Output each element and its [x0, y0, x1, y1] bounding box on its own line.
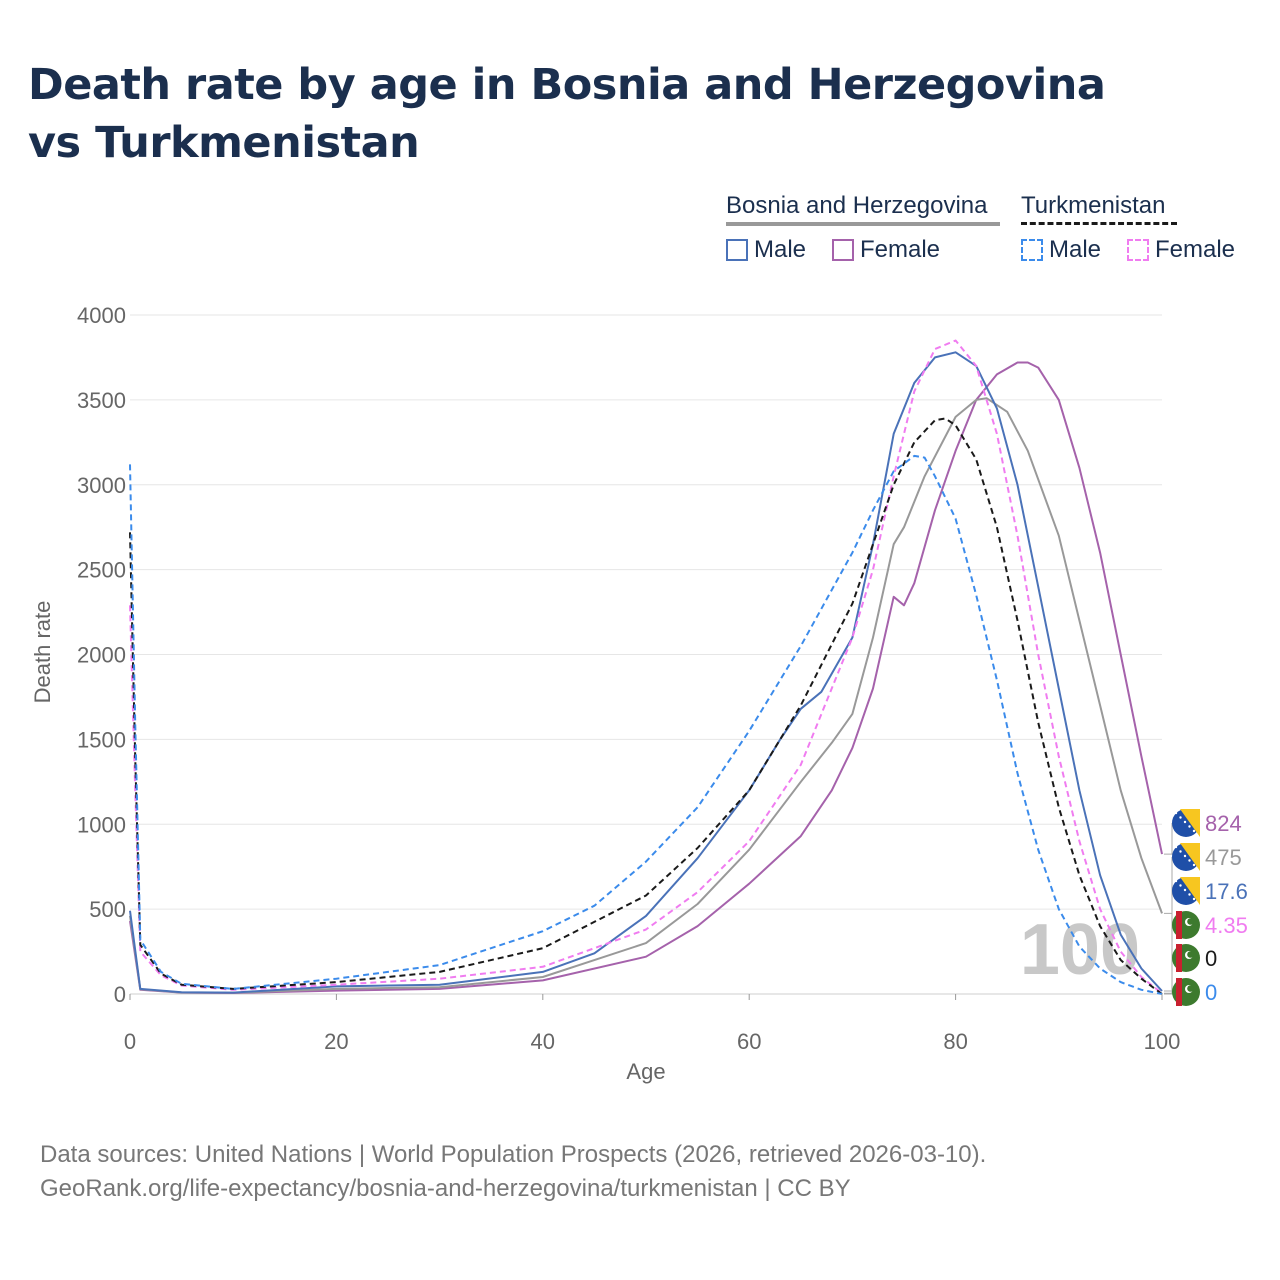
series-line-4 [129, 417, 1163, 995]
legend-swatch-bosnia-male [726, 239, 748, 261]
end-label-3: 4.35 [1205, 913, 1248, 938]
bosnia-flag-icon-0 [1172, 809, 1200, 837]
flag-star [1179, 884, 1182, 887]
end-connector-0 [1164, 823, 1173, 855]
legend-group-bosnia-underline [726, 222, 1000, 226]
legend-swatch-bosnia-female [832, 239, 854, 261]
flag-triangle [1180, 877, 1200, 905]
legend-swatch-turkmenistan-male [1021, 239, 1043, 261]
flag-star [1188, 893, 1191, 896]
axes: 0 500 1000 1500 2000 2500 3000 3500 4000 0 20 40 60 8… [77, 303, 1180, 1054]
flag-triangle [1180, 843, 1200, 871]
flag-star [1179, 816, 1182, 819]
flag-star [1188, 859, 1191, 862]
flag-carpet-band [1176, 911, 1182, 939]
flag-star [1179, 850, 1182, 853]
x-axis-title: Age [626, 1059, 665, 1084]
flag-star [1174, 845, 1178, 849]
end-label-1: 475 [1205, 845, 1242, 870]
bosnia-flag-icon-1 [1172, 843, 1200, 871]
y-tick-label-2500: 2500 [77, 558, 126, 583]
legend-item-bosnia-male[interactable]: Male [726, 236, 806, 264]
legend-label-turkmenistan-male: Male [1049, 236, 1102, 263]
y-tick-label-1500: 1500 [77, 727, 126, 752]
end-label-4: 0 [1205, 946, 1217, 971]
age-overlay-label: 100 [1020, 910, 1140, 990]
series-line-3 [129, 339, 1163, 995]
legend-item-bosnia-female[interactable]: Female [832, 236, 940, 264]
x-tick-label-60: 60 [737, 1029, 761, 1054]
x-tick-label-80: 80 [943, 1029, 967, 1054]
legend-group-bosnia-title: Bosnia and Herzegovina [726, 192, 988, 219]
series-line-2 [129, 351, 1163, 994]
footer: Data sources: United Nations | World Pop… [40, 1138, 986, 1206]
flag-carpet-band [1176, 978, 1182, 1006]
flag-carpet-band [1176, 944, 1182, 972]
flag-star [1174, 811, 1178, 815]
turkmenistan-flag-icon-4 [1172, 944, 1200, 972]
turkmenistan-flag-icon-5 [1172, 978, 1200, 1006]
flag-star [1174, 879, 1178, 883]
end-connector-4 [1164, 958, 1173, 995]
y-tick-label-500: 500 [89, 897, 126, 922]
flag-star [1183, 888, 1187, 892]
y-tick-label-3500: 3500 [77, 388, 126, 413]
end-label-5: 0 [1205, 980, 1217, 1005]
footer-source: Data sources: United Nations | World Pop… [40, 1141, 987, 1168]
y-axis-title: Death rate [30, 601, 55, 704]
y-tick-label-4000: 4000 [77, 303, 126, 328]
x-tick-label-20: 20 [324, 1029, 348, 1054]
y-tick-label-1000: 1000 [77, 812, 126, 837]
legend-item-turkmenistan-male[interactable]: Male [1021, 236, 1101, 264]
flag-crescent-cut [1187, 951, 1194, 958]
turkmenistan-flag-icon-3 [1172, 911, 1200, 939]
end-label-2: 17.6 [1205, 879, 1248, 904]
series-line-1 [129, 397, 1163, 994]
legend-group-turkmenistan-title: Turkmenistan [1021, 192, 1166, 219]
end-connector-5 [1164, 992, 1173, 995]
flag-star [1192, 897, 1196, 901]
y-tick-label-2000: 2000 [77, 643, 126, 668]
x-tick-label-40: 40 [531, 1029, 555, 1054]
bosnia-flag-icon-2 [1172, 877, 1200, 905]
flag-star [1192, 863, 1196, 867]
series-line-0 [129, 361, 1163, 994]
y-tick-label-0: 0 [114, 982, 126, 1007]
legend-group-turkmenistan-underline [1021, 222, 1177, 225]
end-labels: 824 475 17.6 4.35 0 0 [1164, 809, 1248, 1006]
series-line-5 [129, 454, 1163, 995]
legend-label-bosnia-male: Male [754, 236, 807, 263]
y-tick-label-3000: 3000 [77, 473, 126, 498]
x-tick-label-100: 100 [1144, 1029, 1181, 1054]
legend-swatch-turkmenistan-female [1127, 239, 1149, 261]
x-tick-label-0: 0 [124, 1029, 136, 1054]
flag-star [1188, 825, 1191, 828]
legend-item-turkmenistan-female[interactable]: Female [1127, 236, 1235, 264]
footer-url[interactable]: GeoRank.org/life-expectancy/bosnia-and-h… [40, 1175, 851, 1202]
flag-star [1192, 829, 1196, 833]
flag-crescent-cut [1187, 918, 1194, 925]
flag-triangle [1180, 809, 1200, 837]
legend-label-bosnia-female: Female [860, 236, 941, 263]
grid-lines [130, 314, 1162, 995]
end-connector-1 [1164, 857, 1173, 914]
series-lines [129, 339, 1163, 995]
legend-label-turkmenistan-female: Female [1155, 236, 1236, 263]
flag-star [1183, 854, 1187, 858]
chart-title: Death rate by age in Bosnia and Herzegov… [28, 60, 1106, 168]
flag-crescent-cut [1187, 985, 1194, 992]
flag-star [1183, 820, 1187, 824]
end-label-0: 824 [1205, 811, 1242, 836]
end-connector-2 [1164, 891, 1173, 992]
end-connector-3 [1164, 925, 1173, 994]
